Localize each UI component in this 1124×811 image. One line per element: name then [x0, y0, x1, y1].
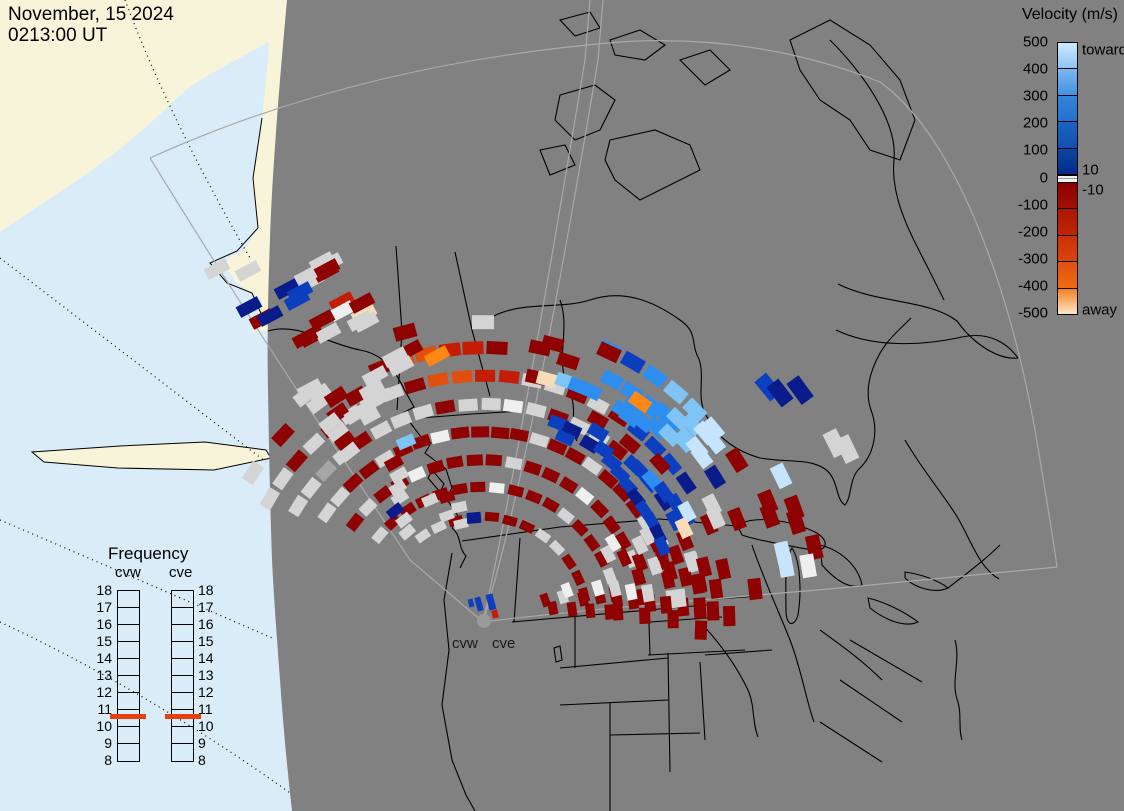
colorbar-segment: [1058, 122, 1077, 149]
pos-threshold-label: 10: [1082, 161, 1099, 179]
colorbar-segment: [1058, 262, 1077, 289]
freq-tick-label: 14: [96, 650, 112, 666]
freq-tick-label: 9: [198, 735, 206, 751]
freq-tick-label: 10: [198, 718, 214, 734]
neg-threshold-label: -10: [1082, 181, 1104, 199]
graticule-dotted: [0, 0, 301, 801]
colorbar-tick: -100: [1017, 196, 1048, 214]
freq-tick-label: 15: [198, 633, 214, 649]
radar-site-dot: [477, 614, 491, 628]
colorbar-tick: -200: [1017, 223, 1048, 241]
freq-tick-label: 14: [198, 650, 214, 666]
colorbar-tick: 200: [1022, 114, 1048, 132]
toward-label: toward: [1082, 41, 1124, 59]
freq-cell: [172, 727, 193, 744]
freq-cell: [172, 693, 193, 710]
freq-cell: [172, 625, 193, 642]
date-text: November, 15 2024: [8, 4, 174, 25]
freq-cell: [118, 676, 139, 693]
freq-scale-cvw: [117, 590, 140, 762]
freq-cell: [118, 727, 139, 744]
velocity-colorbar: Velocity (m/s) 500 400 300 200 100 0 -100 -200 -…: [990, 0, 1124, 340]
freq-scale-cve: [171, 590, 194, 762]
freq-tick-label: 12: [198, 684, 214, 700]
away-label: away: [1082, 301, 1118, 319]
freq-col-label-cvw: cvw: [115, 564, 141, 581]
colorbar-tick: 100: [1022, 141, 1048, 159]
colorbar-tick: -400: [1017, 277, 1048, 295]
colorbar-tick: 400: [1022, 60, 1048, 78]
freq-marker-cve: [165, 713, 201, 719]
freq-tick-label: 11: [97, 701, 112, 717]
frequency-title: Frequency: [108, 544, 189, 563]
colorbar-tick: 300: [1022, 87, 1048, 105]
freq-cell: [172, 710, 193, 727]
freq-cell: [118, 693, 139, 710]
freq-tick-label: 12: [96, 684, 112, 700]
freq-cell: [118, 710, 139, 727]
freq-tick-label: 9: [104, 735, 112, 751]
freq-tick-label: 17: [198, 599, 214, 615]
colorbar-segment: [1058, 148, 1077, 176]
freq-cell: [172, 591, 193, 608]
freq-cell: [118, 642, 139, 659]
freq-cell: [172, 659, 193, 676]
freq-tick-label: 8: [198, 752, 206, 768]
freq-cell: [118, 608, 139, 625]
freq-tick-label: 8: [104, 752, 112, 768]
freq-tick-label: 17: [96, 599, 112, 615]
colorbar-segment: [1058, 95, 1077, 123]
colorbar-tick: -300: [1017, 250, 1048, 268]
freq-cell: [172, 744, 193, 760]
site-label-cvw: cvw: [452, 635, 478, 652]
freq-tick-label: 18: [96, 582, 112, 598]
freq-cell: [118, 659, 139, 676]
colorbar-segment: [1058, 288, 1077, 315]
freq-col-label-cve: cve: [169, 564, 193, 581]
freq-tick-label: 11: [198, 701, 213, 717]
colorbar-segment: [1058, 183, 1077, 210]
frequency-panel: Frequency cvw cve 18 18 17 17 16 16 15 15 14 14 13…: [80, 540, 260, 780]
freq-tick-label: 16: [96, 616, 112, 632]
freq-cell: [118, 744, 139, 760]
timestamp: November, 15 2024 0213:00 UT: [8, 4, 174, 46]
freq-tick-label: 13: [96, 667, 112, 683]
land-chukotka: [0, 0, 292, 232]
freq-tick-label: 13: [198, 667, 214, 683]
freq-cell: [172, 608, 193, 625]
colorbar-zero-band: [1058, 175, 1077, 184]
time-text: 0213:00 UT: [8, 25, 108, 46]
freq-tick-label: 15: [96, 633, 112, 649]
colorbar-tick: -500: [1017, 304, 1048, 322]
land-yukon-delta: [30, 441, 272, 471]
freq-tick-label: 10: [96, 718, 112, 734]
freq-cell: [118, 591, 139, 608]
freq-cell: [172, 642, 193, 659]
colorbar-segment: [1058, 43, 1077, 70]
colorbar-segment: [1058, 69, 1077, 96]
coast-seward: [209, 117, 264, 319]
colorbar-tick: 500: [1022, 33, 1048, 51]
colorbar-segment: [1058, 209, 1077, 236]
freq-marker-cvw: [110, 713, 146, 719]
site-label-cve: cve: [492, 635, 515, 652]
colorbar-segment: [1058, 235, 1077, 263]
freq-cell: [118, 625, 139, 642]
colorbar-gradient: [1057, 42, 1078, 315]
freq-tick-label: 18: [198, 582, 214, 598]
colorbar-tick: 0: [1039, 169, 1048, 186]
freq-cell: [172, 676, 193, 693]
freq-tick-label: 16: [198, 616, 214, 632]
colorbar-title: Velocity (m/s): [1021, 6, 1118, 23]
